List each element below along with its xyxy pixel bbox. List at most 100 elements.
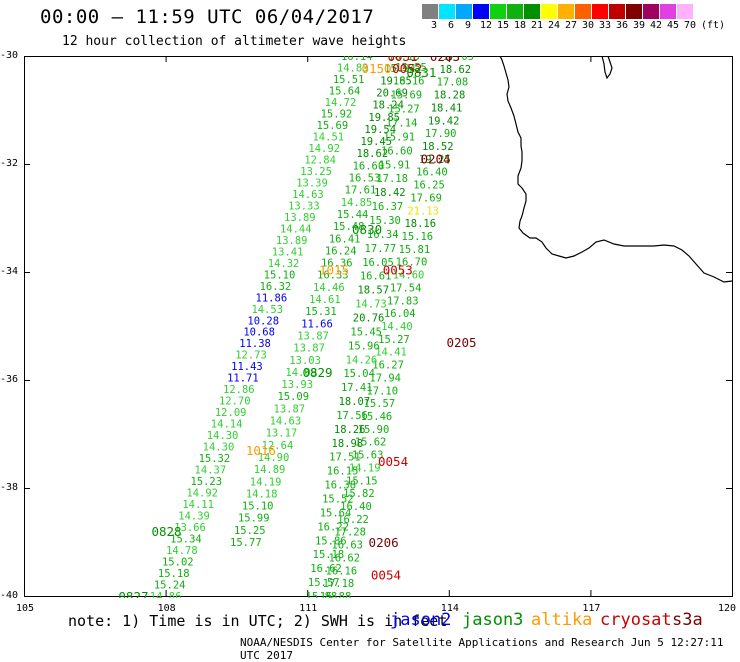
legend-value-label: 24	[548, 20, 561, 31]
legend-swatch	[473, 4, 490, 19]
wave-height-value: 15.57	[364, 398, 396, 410]
wave-height-value: 14.83	[337, 62, 369, 74]
wave-height-value: 18.98	[332, 438, 364, 450]
wave-height-value: 18.62	[357, 148, 389, 160]
wave-height-value: 16.22	[317, 521, 349, 533]
wave-height-value: 15.30	[369, 215, 401, 227]
wave-height-value: 13.89	[284, 212, 316, 224]
wave-height-value: 14.89	[254, 464, 286, 476]
wave-height-value: 14.46	[313, 282, 345, 294]
wave-height-value: 12.84	[304, 154, 336, 166]
wave-height-value: 18.16	[404, 218, 436, 230]
wave-height-value: 13.17	[266, 428, 298, 440]
legend-value-label: 3	[431, 20, 438, 31]
wave-height-value: 16.53	[349, 173, 381, 185]
wave-height-value: 13.87	[293, 343, 325, 355]
wave-height-value: 10.68	[243, 327, 275, 339]
wave-height-value: 13.33	[288, 200, 320, 212]
wave-height-value: 13.87	[274, 403, 306, 415]
legend-swatch	[609, 4, 626, 19]
wave-height-value: 18.62	[440, 64, 472, 76]
wave-height-value: 15.57	[308, 577, 340, 589]
wave-height-value: 14.51	[312, 131, 344, 143]
wave-height-value: 15.27	[388, 104, 420, 116]
wave-height-value: 16.61	[360, 271, 392, 283]
wave-height-value: 14.30	[203, 442, 235, 454]
wave-height-value: 15.82	[343, 488, 375, 500]
satellite-legend-jason3: jason3	[462, 610, 524, 630]
wave-height-value: 15.96	[348, 340, 380, 352]
wave-height-value: 14.11	[182, 499, 214, 511]
wave-height-value: 15.04	[343, 368, 375, 380]
legend-swatch	[575, 4, 592, 19]
wave-height-value: 18.52	[422, 141, 454, 153]
legend-value-label: 12	[480, 20, 493, 31]
wave-height-value: 13.87	[297, 330, 329, 342]
wave-height-value: 18.28	[434, 90, 466, 102]
legend-value-label: 30	[582, 20, 595, 31]
wave-height-value: 14.78	[166, 545, 198, 557]
wave-height-value: 19.25	[419, 154, 451, 166]
pass-time-label: 0051	[387, 56, 417, 64]
wave-height-value: 18.07	[339, 396, 371, 408]
latitude-label: -40	[0, 590, 19, 601]
wave-height-value: 13.39	[296, 177, 328, 189]
legend-value-label: 15	[497, 20, 510, 31]
wave-height-value: 15.99	[238, 513, 270, 525]
wave-height-value: 15.92	[321, 108, 353, 120]
wave-height-value: 15.23	[190, 476, 222, 488]
wave-height-value: 13.89	[276, 235, 308, 247]
legend-value-label: 9	[465, 20, 472, 31]
pass-time-label: 0053	[383, 262, 413, 277]
wave-height-value: 15.15	[346, 475, 378, 487]
wave-height-value: 16.24	[325, 245, 357, 257]
wave-height-value: 15.52	[322, 494, 354, 506]
wave-height-value: 16.04	[384, 308, 416, 320]
wave-height-value: 15.90	[358, 424, 390, 436]
legend-swatch	[422, 4, 439, 19]
wave-height-value: 16.05	[362, 257, 394, 269]
latitude-label: -32	[0, 158, 19, 169]
pass-time-label: 0827	[118, 589, 148, 598]
wave-height-value: 15.88	[306, 591, 338, 598]
wave-height-value: 14.40	[381, 321, 413, 333]
wave-height-value: 15.64	[329, 85, 361, 97]
wave-height-value: 19.85	[380, 75, 412, 87]
altimeter-tracks: 16.1414.8315.5115.6414.7215.9215.6914.51…	[150, 56, 474, 598]
legend-swatch	[456, 4, 473, 19]
pass-time-label: 0150	[361, 61, 391, 76]
wave-height-value: 12.86	[223, 384, 255, 396]
chart-subtitle: 12 hour collection of altimeter wave hei…	[62, 34, 407, 49]
wave-height-value: 16.40	[340, 501, 372, 513]
credit-line: NOAA/NESDIS Center for Satellite Applica…	[240, 636, 724, 662]
legend-value-label: 27	[565, 20, 578, 31]
wave-height-value: 16.34	[367, 229, 399, 241]
legend-value-label: 6	[448, 20, 455, 31]
legend-swatch	[558, 4, 575, 19]
wave-height-value: 17.10	[366, 385, 398, 397]
wave-height-value: 19.54	[364, 124, 396, 136]
wave-height-value: 16.15	[327, 466, 359, 478]
wave-height-value: 17.90	[425, 128, 457, 140]
wave-height-value: 15.16	[402, 231, 434, 243]
wave-height-value: 21.13	[407, 205, 439, 217]
legend-swatch	[677, 4, 694, 19]
wave-height-value: 11.38	[239, 338, 271, 350]
wave-height-value: 17.69	[410, 192, 442, 204]
wave-height-value: 16.14	[341, 56, 373, 63]
latitude-label: -36	[0, 374, 19, 385]
wave-height-value: 15.69	[317, 120, 349, 132]
latitude-label: -38	[0, 482, 19, 493]
wave-height-value: 10.28	[247, 315, 279, 327]
wave-height-value: 15.81	[399, 244, 431, 256]
legend-swatch	[643, 4, 660, 19]
wave-height-value: 15.31	[305, 306, 337, 318]
chart-title: 00:00 – 11:59 UTC 06/04/2017	[40, 6, 375, 28]
pass-time-label: 0203	[430, 56, 460, 64]
wave-height-value: 15.63	[352, 450, 384, 462]
wave-height-value: 15.25	[234, 525, 266, 537]
wave-height-value: 14.18	[246, 488, 278, 500]
legend-value-label: 21	[531, 20, 544, 31]
wave-height-value: 14.53	[251, 304, 283, 316]
australia-coastline	[499, 56, 733, 283]
